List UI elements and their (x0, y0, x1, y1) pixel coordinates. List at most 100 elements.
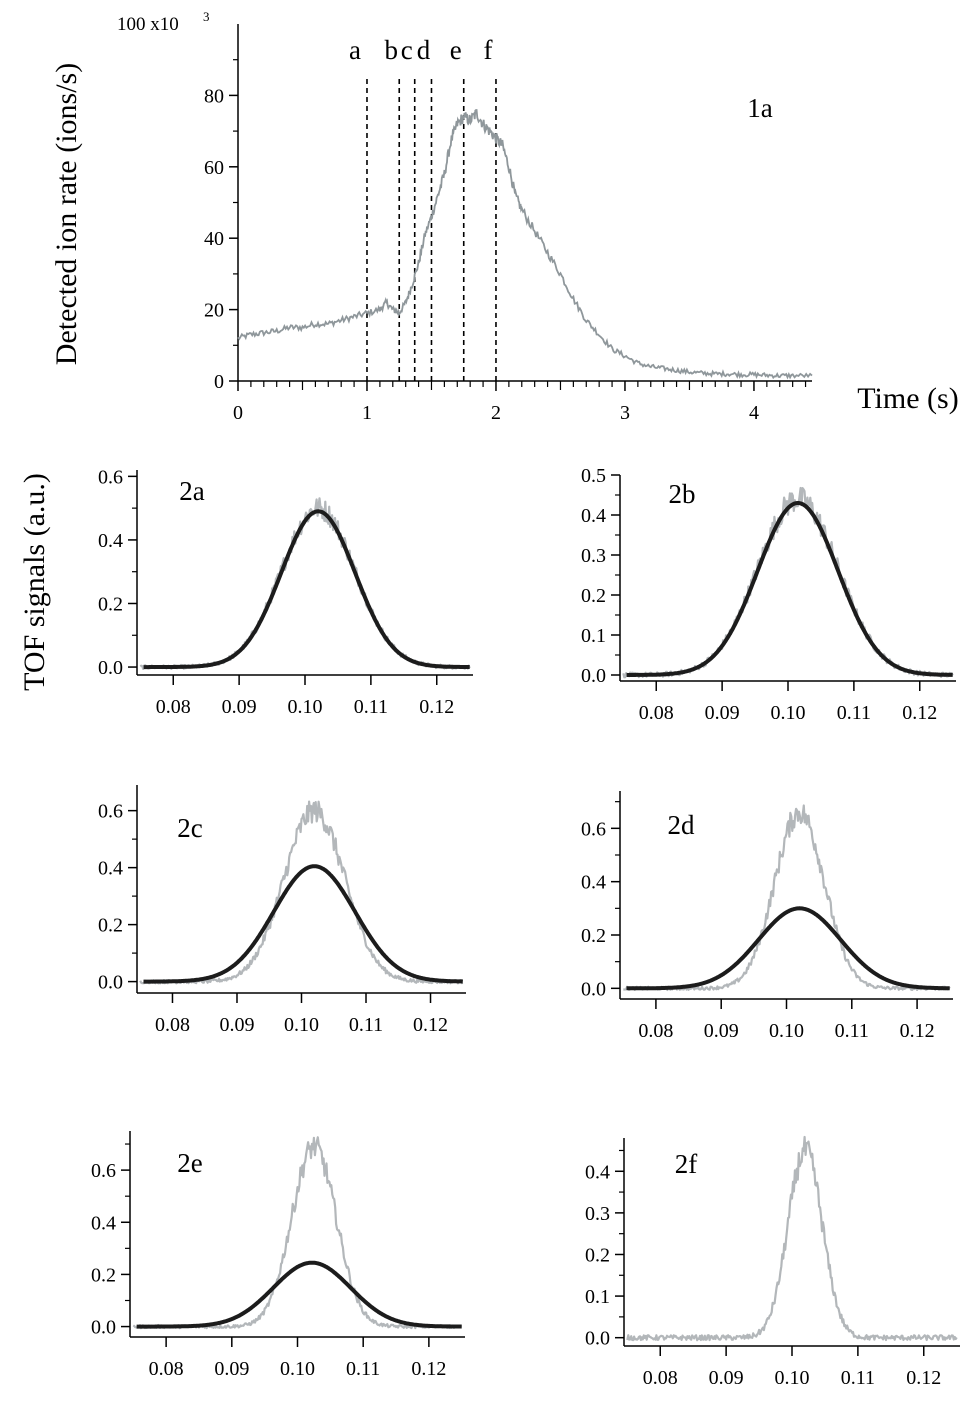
panel-label: 2f (675, 1149, 698, 1179)
y-tick-label: 40 (204, 228, 224, 250)
y-tick-label: 0.2 (581, 925, 606, 947)
x-axis-label: Time (s) (857, 382, 958, 415)
panel-label: 2e (177, 1148, 203, 1178)
x-tick-label: 0.08 (156, 696, 191, 718)
y-tick-label: 20 (204, 300, 224, 322)
y-tick-label: 0.4 (581, 505, 606, 527)
y-tick-label: 0.3 (581, 545, 606, 567)
chart-1a: 0 20 40 60 80 0 1 2 3 4 1a a b c d e f Time (s) Detected i… (50, 9, 959, 424)
x-tick-label: 0.12 (413, 1014, 448, 1036)
x-tick-label: 0.12 (900, 1020, 935, 1042)
x-tick-label: 0.11 (837, 702, 871, 724)
fit-curve (142, 509, 471, 670)
y-tick-label: 0.2 (98, 915, 123, 937)
y-tick-label: 0.1 (585, 1286, 610, 1308)
ion-rate-series (237, 109, 813, 380)
x-tick-label: 0.12 (906, 1367, 941, 1389)
marker-label: d (417, 35, 431, 65)
x-tick-label: 0.08 (638, 1020, 673, 1042)
x-tick-label: 0.10 (771, 702, 806, 724)
chart-2a: 0.0 0.2 0.4 0.6 0.08 0.09 0.10 0.11 0.12 2a (98, 466, 473, 718)
x-tick-label: 3 (620, 402, 630, 424)
y-axis-label: Detected ion rate (ions/s) (50, 63, 83, 365)
y-tick-label: 0.2 (91, 1264, 116, 1286)
fit-curve (142, 864, 464, 984)
x-tick-label: 0.09 (704, 1020, 739, 1042)
measured-curve (626, 1135, 958, 1342)
y-tick-label: 0.6 (91, 1160, 116, 1182)
panel-label: 2d (668, 810, 696, 840)
y-tick-label: 0.1 (581, 625, 606, 647)
y-tick-label: 0 (214, 371, 224, 393)
marker-label: f (483, 35, 492, 65)
x-tick-label: 0.10 (280, 1358, 315, 1380)
marker-label: a (349, 35, 361, 65)
x-tick-label: 0.12 (411, 1358, 446, 1380)
y-tick-label: 0.0 (98, 657, 123, 679)
panel-label: 2a (179, 476, 205, 506)
y-tick-label: 0.0 (98, 972, 123, 994)
x-tick-label: 0.10 (769, 1020, 804, 1042)
x-tick-label: 0.09 (222, 696, 257, 718)
y-tick-label: 0.0 (581, 978, 606, 1000)
y-tick-label: 0.0 (585, 1328, 610, 1350)
y-tick-label: 0.6 (581, 818, 606, 840)
x-tick-label: 0.08 (643, 1367, 678, 1389)
y-tick-label: 0.3 (585, 1203, 610, 1225)
y-multiplier-exponent: 3 (203, 9, 210, 24)
y-multiplier: 100 x10 (117, 14, 179, 35)
x-tick-label: 0.11 (354, 696, 388, 718)
x-tick-label: 0.11 (835, 1020, 869, 1042)
x-tick-label: 0.08 (639, 702, 674, 724)
panel-label: 2b (669, 479, 696, 509)
marker-label: e (450, 35, 462, 65)
y-tick-label: 0.4 (98, 858, 123, 880)
chart-2d: 0.0 0.2 0.4 0.6 0.08 0.09 0.10 0.11 0.12 2d (581, 791, 953, 1042)
x-tick-label: 2 (491, 402, 501, 424)
y-tick-label: 0.5 (581, 465, 606, 487)
y-tick-label: 0.2 (98, 593, 123, 615)
fit-curve (135, 1260, 463, 1329)
shared-y-axis-label: TOF signals (a.u.) (18, 473, 51, 691)
x-tick-label: 0.09 (219, 1014, 254, 1036)
x-tick-label: 0.10 (284, 1014, 319, 1036)
y-tick-label: 0.2 (585, 1244, 610, 1266)
x-tick-label: 0.09 (705, 702, 740, 724)
fit-curve (625, 906, 951, 991)
y-tick-label: 0.4 (98, 530, 123, 552)
marker-label: b (384, 35, 398, 65)
x-tick-label: 0.09 (214, 1358, 249, 1380)
fit-curve (625, 501, 954, 677)
y-tick-label: 0.6 (98, 466, 123, 488)
chart-2f: 0.0 0.1 0.2 0.3 0.4 0.08 0.09 0.10 0.11 0.12 2f (585, 1135, 960, 1389)
x-tick-label: 0 (233, 402, 243, 424)
x-tick-label: 4 (749, 402, 759, 424)
y-tick-label: 0.4 (585, 1161, 610, 1183)
chart-2c: 0.0 0.2 0.4 0.6 0.08 0.09 0.10 0.11 0.12 2c (98, 785, 466, 1036)
x-tick-label: 0.12 (419, 696, 454, 718)
x-tick-label: 0.11 (346, 1358, 380, 1380)
y-tick-label: 60 (204, 157, 224, 179)
y-tick-label: 0.0 (91, 1317, 116, 1339)
panel-label: 2c (177, 813, 203, 843)
chart-2e: 0.0 0.2 0.4 0.6 0.08 0.09 0.10 0.11 0.12 2e (91, 1131, 465, 1380)
x-tick-label: 0.09 (709, 1367, 744, 1389)
x-tick-label: 0.10 (288, 696, 323, 718)
y-tick-label: 0.4 (581, 872, 606, 894)
x-tick-label: 0.08 (155, 1014, 190, 1036)
x-tick-label: 0.10 (775, 1367, 810, 1389)
y-tick-label: 80 (204, 85, 224, 107)
chart-2b: 0.0 0.1 0.2 0.3 0.4 0.5 0.08 0.09 0.10 0.11 0.12 2b (581, 465, 956, 724)
y-tick-label: 0.4 (91, 1212, 116, 1234)
panel-label: 1a (747, 93, 773, 123)
x-tick-label: 1 (362, 402, 372, 424)
x-tick-label: 0.11 (841, 1367, 875, 1389)
y-tick-label: 0.0 (581, 665, 606, 687)
marker-label: c (401, 35, 413, 65)
x-tick-label: 0.12 (902, 702, 937, 724)
y-tick-label: 0.2 (581, 585, 606, 607)
measured-curve (622, 486, 954, 679)
x-tick-label: 0.08 (149, 1358, 184, 1380)
y-tick-label: 0.6 (98, 801, 123, 823)
